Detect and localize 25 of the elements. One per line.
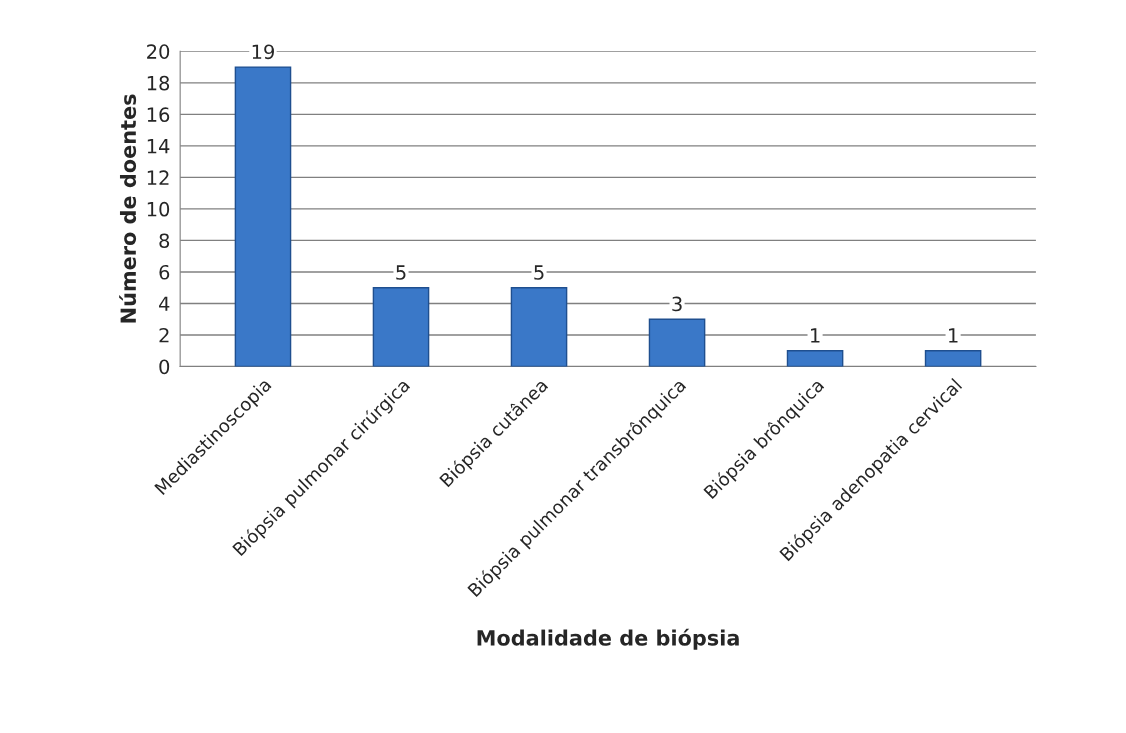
y-tick-label: 18 [147, 75, 170, 91]
y-tick-label: 4 [159, 296, 170, 311]
x-axis-title: Modalidade de biópsia [477, 628, 739, 650]
data-label: 19 [252, 44, 274, 60]
y-tick-label: 10 [147, 201, 170, 217]
y-tick-label: 16 [147, 107, 170, 123]
y-tick-label: 0 [159, 359, 170, 375]
data-label: 5 [396, 265, 406, 280]
bar [372, 287, 430, 367]
y-tick-label: 20 [147, 44, 170, 59]
y-tick-label: 6 [159, 264, 170, 280]
y-tick-label: 2 [159, 327, 169, 343]
bar [924, 350, 982, 367]
y-tick-label: 14 [147, 139, 170, 154]
data-label: 5 [534, 265, 544, 280]
y-tick-label: 12 [147, 170, 169, 185]
data-label: 1 [811, 328, 820, 343]
data-label: 3 [672, 296, 682, 312]
y-tick-label: 8 [159, 233, 170, 249]
bar [234, 66, 292, 367]
bar [648, 318, 706, 367]
bar [786, 350, 844, 367]
y-axis-title: Número de doentes [119, 94, 137, 323]
data-label: 1 [949, 328, 958, 343]
bar [510, 287, 568, 367]
